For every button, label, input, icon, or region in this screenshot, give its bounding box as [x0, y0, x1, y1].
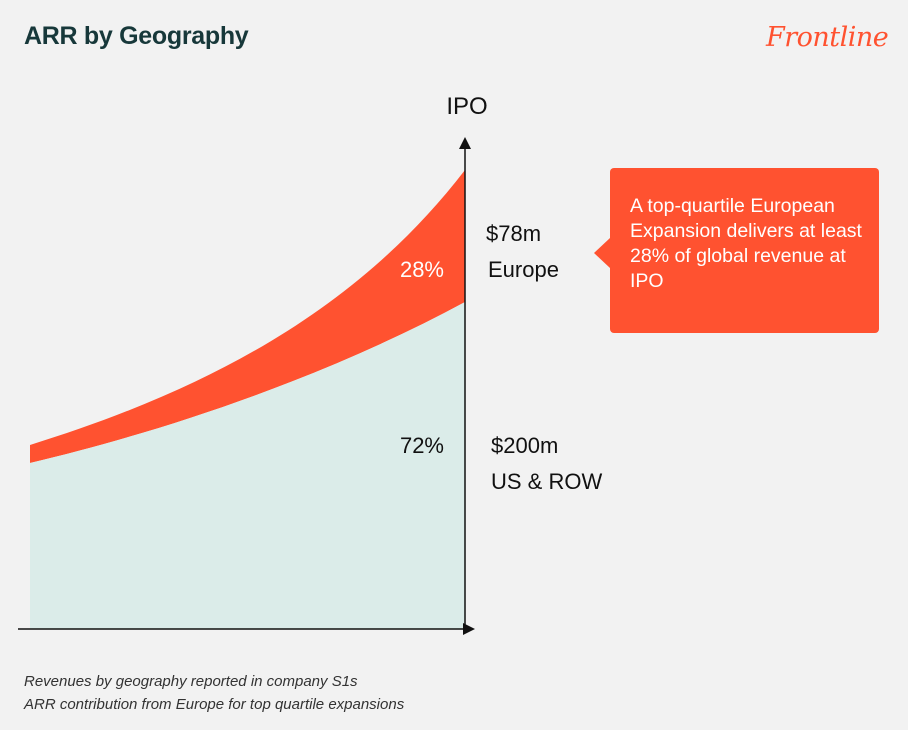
us-row-share-label: 72% [400, 433, 444, 458]
insight-callout: A top-quartile European Expansion delive… [594, 168, 879, 333]
ipo-label: IPO [446, 93, 487, 120]
europe-value-label: $78m [486, 221, 541, 246]
frontline-logo: Frontline [766, 22, 889, 53]
footnote-2: ARR contribution from Europe for top qua… [24, 696, 405, 713]
europe-region-label: Europe [488, 257, 559, 282]
chart-title: ARR by Geography [24, 22, 249, 50]
us-row-region-label: US & ROW [491, 469, 602, 494]
us-row-area [30, 302, 465, 629]
insight-callout-text: A top-quartile European Expansion delive… [630, 195, 862, 292]
us-row-value-label: $200m [491, 433, 558, 458]
europe-share-label: 28% [400, 257, 444, 282]
arr-area-chart: IPO 28% 72% $78m Europe $200m US & ROW [18, 93, 602, 635]
footnote-1: Revenues by geography reported in compan… [24, 673, 358, 690]
europe-area [30, 170, 465, 463]
